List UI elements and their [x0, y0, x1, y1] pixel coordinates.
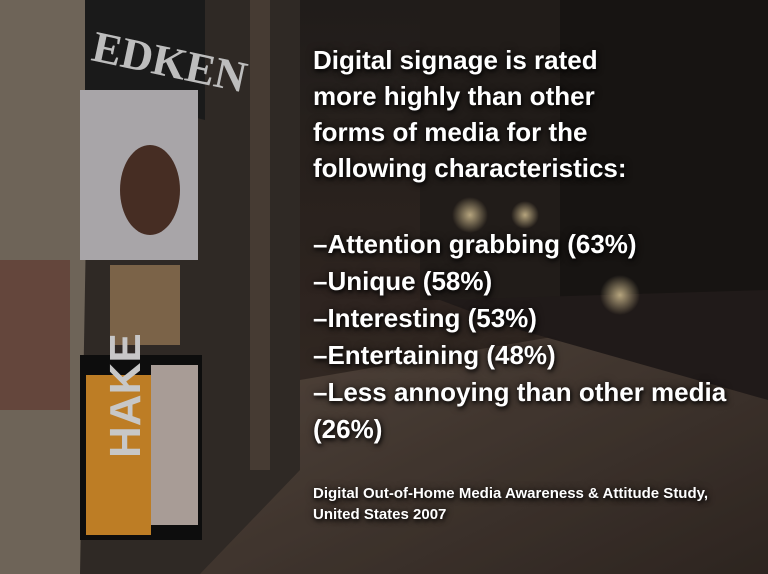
item-list: –Attention grabbing (63%) –Unique (58%) –I… — [313, 226, 743, 448]
ad-text: HAKE — [101, 333, 150, 458]
building-mid — [420, 0, 560, 300]
heading-line: following characteristics: — [313, 153, 627, 183]
street-light — [452, 197, 488, 233]
list-item: –Unique (58%) — [313, 266, 493, 296]
ad-photo — [151, 365, 198, 525]
shelves — [0, 260, 70, 410]
list-item: –Entertaining (48%) — [313, 340, 556, 370]
screen-face — [120, 145, 180, 235]
street-light — [511, 201, 539, 229]
heading-line: forms of media for the — [313, 117, 588, 147]
list-item: –Less annoying than other media (26%) — [313, 377, 727, 444]
sidewalk — [200, 300, 768, 574]
source: Digital Out-of-Home Media Awareness & At… — [313, 485, 709, 523]
building-right — [560, 0, 768, 330]
heading-line: more highly than other — [313, 81, 595, 111]
heading: Digital signage is rated more highly than… — [313, 42, 753, 186]
heading-line: Digital signage is rated — [313, 45, 598, 75]
poster — [110, 265, 180, 345]
street — [440, 290, 768, 400]
car-lights — [600, 275, 640, 315]
list-item: –Attention grabbing (63%) — [313, 229, 637, 259]
list-item: –Interesting (53%) — [313, 303, 537, 333]
pillar — [250, 0, 270, 470]
shake-ad — [86, 375, 151, 535]
